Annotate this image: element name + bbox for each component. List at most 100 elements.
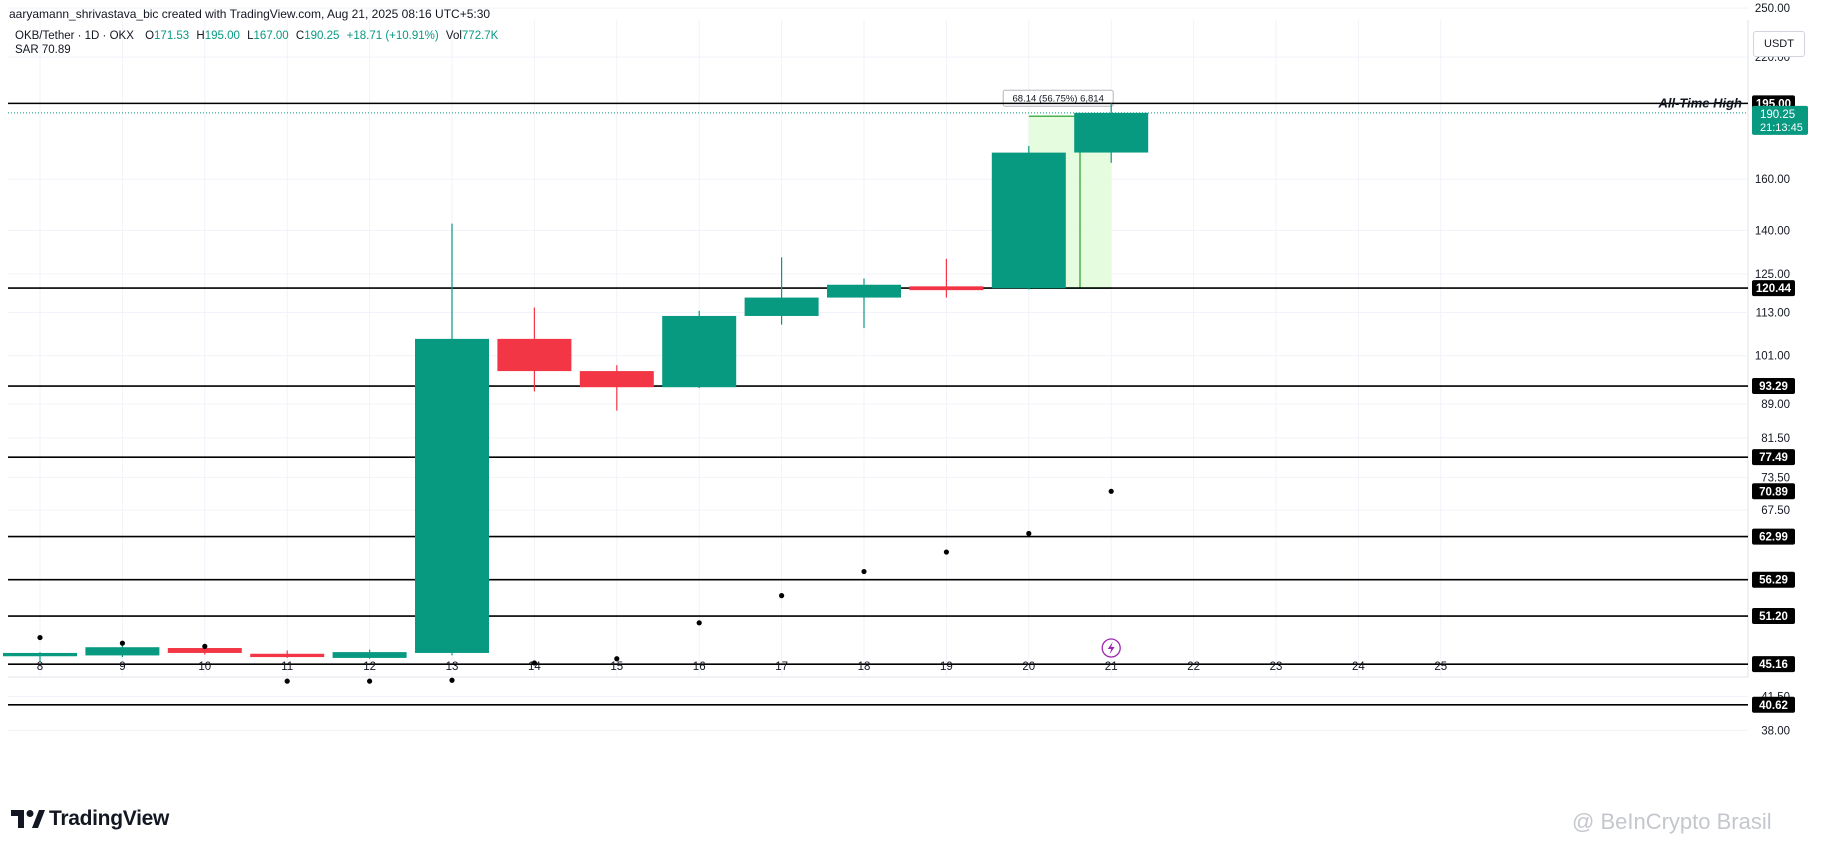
level-axis-label: 56.29	[1759, 575, 1788, 587]
change-value: +18.71 (+10.91%)	[346, 30, 439, 42]
candle-body	[3, 652, 77, 657]
x-tick-label: 23	[1270, 661, 1283, 673]
sar-dot	[202, 643, 208, 650]
sar-legend[interactable]: SAR 70.89	[15, 44, 71, 56]
candle-20	[991, 145, 1066, 290]
watermark-text: @ BeInCrypto Brasil	[1572, 809, 1772, 834]
sar-dot	[1108, 488, 1114, 494]
chart-credit: aaryamann_shrivastava_bic created with T…	[9, 7, 490, 21]
y-tick-label: 73.50	[1761, 472, 1790, 484]
credit-text: aaryamann_shrivastava_bic created with T…	[9, 7, 491, 21]
brand-name: TradingView	[49, 807, 170, 830]
candle-12	[332, 649, 407, 659]
x-tick-label: 22	[1187, 661, 1200, 673]
candle-9	[85, 645, 160, 658]
volume-label: Vol	[445, 30, 462, 42]
watermark: @ BeInCrypto Brasil	[1572, 809, 1772, 835]
sar-dot	[696, 620, 702, 626]
x-tick-label: 8	[37, 661, 43, 673]
level-axis-label: 93.29	[1759, 381, 1788, 393]
tradingview-logo[interactable]: TradingView	[11, 807, 169, 831]
sar-dot	[284, 678, 290, 684]
candle-19	[909, 258, 984, 298]
time-axis-ticks: 8 9 10 11 12 13 14 15 16 17 18 19 20 21 22 23 24 25	[37, 661, 1447, 673]
level-axis-label: 77.49	[1759, 452, 1788, 464]
y-tick-label: 250.00	[1755, 3, 1790, 15]
high-label: H	[196, 30, 205, 42]
tradingview-logo-icon	[11, 810, 45, 828]
currency-label: USDT	[1764, 38, 1794, 50]
level-axis-badge	[1752, 378, 1795, 395]
sar-dots	[37, 488, 1114, 684]
sar-dot	[531, 660, 538, 666]
candle-13	[415, 223, 489, 656]
sar-legend-text: SAR 70.89	[15, 44, 71, 56]
level-axis-badge	[1752, 449, 1795, 466]
close-value: 190.25	[304, 30, 340, 42]
candle-16	[662, 310, 737, 389]
candle-body	[909, 286, 984, 291]
candle-18	[827, 278, 901, 329]
low-label: L	[247, 30, 254, 42]
y-tick-label: 113.00	[1756, 308, 1790, 320]
x-tick-label: 15	[610, 661, 623, 673]
candle-17	[744, 257, 819, 325]
x-tick-label: 20	[1022, 661, 1035, 673]
countdown-value: 21:13:45	[1760, 122, 1803, 134]
sar-dot	[614, 656, 620, 662]
level-axis-label: 120.44	[1756, 283, 1792, 295]
sar-dot	[37, 634, 43, 641]
volume-value: 772.7K	[461, 30, 499, 42]
x-tick-label: 19	[940, 661, 953, 673]
candles	[3, 103, 1149, 663]
y-tick-label: 160.00	[1755, 174, 1790, 186]
x-tick-label: 14	[528, 661, 541, 673]
candle-21	[1074, 103, 1149, 163]
horizontal-grid	[8, 7, 1748, 731]
candle-body	[85, 647, 160, 656]
symbol-label[interactable]: OKB/Tether · 1D · OKX	[15, 30, 134, 42]
candle-body	[167, 648, 242, 653]
y-tick-label: 89.00	[1761, 399, 1790, 411]
currency-badge[interactable]: USDT	[1753, 31, 1805, 57]
x-tick-label: 24	[1352, 661, 1365, 673]
x-tick-label: 9	[119, 661, 125, 673]
level-axis-label: 40.62	[1759, 700, 1788, 712]
all-time-high-label: All-Time High	[1657, 95, 1742, 110]
x-tick-label: 16	[693, 661, 706, 673]
level-axis-badge	[1752, 608, 1795, 625]
vertical-grid	[8, 20, 1749, 678]
low-value: 167.00	[253, 30, 289, 42]
candle-body	[332, 652, 407, 658]
y-tick-label: 140.00	[1755, 225, 1790, 237]
measure-label: 68.14 (56.75%) 6,814	[1013, 94, 1104, 105]
candle-body	[415, 338, 489, 653]
lightning-icon[interactable]	[1101, 638, 1121, 658]
sar-dot	[779, 593, 785, 599]
open-label: O	[145, 30, 155, 42]
sar-dot	[861, 568, 867, 575]
candle-11	[250, 650, 325, 658]
y-tick-label: 81.50	[1761, 433, 1790, 445]
sar-axis-badge	[1752, 483, 1795, 500]
sar-dot	[449, 677, 455, 683]
candle-body	[497, 338, 572, 372]
candle-8	[3, 652, 77, 663]
y-tick-label: 101.00	[1755, 351, 1790, 363]
horizontal-levels[interactable]	[8, 0, 1748, 706]
candle-15	[579, 365, 654, 411]
candle-body	[579, 371, 654, 388]
measure-label-box	[1002, 89, 1114, 107]
x-tick-label: 17	[775, 661, 788, 673]
sar-dot	[943, 549, 950, 555]
x-tick-label: 11	[281, 661, 293, 673]
x-tick-label: 13	[446, 661, 459, 673]
level-axis-label: 62.99	[1759, 532, 1788, 544]
candle-body	[827, 284, 901, 298]
candle-body	[991, 152, 1066, 289]
price-axis-labels: 195.00120.4493.2977.4962.9956.2951.2045.…	[1752, 95, 1808, 713]
last-price-value: 190.25	[1760, 109, 1795, 121]
lightning-bolt	[1107, 642, 1115, 654]
ohlc-legend: OKB/Tether · 1D · OKX O171.53 H195.00 L1…	[15, 30, 498, 42]
